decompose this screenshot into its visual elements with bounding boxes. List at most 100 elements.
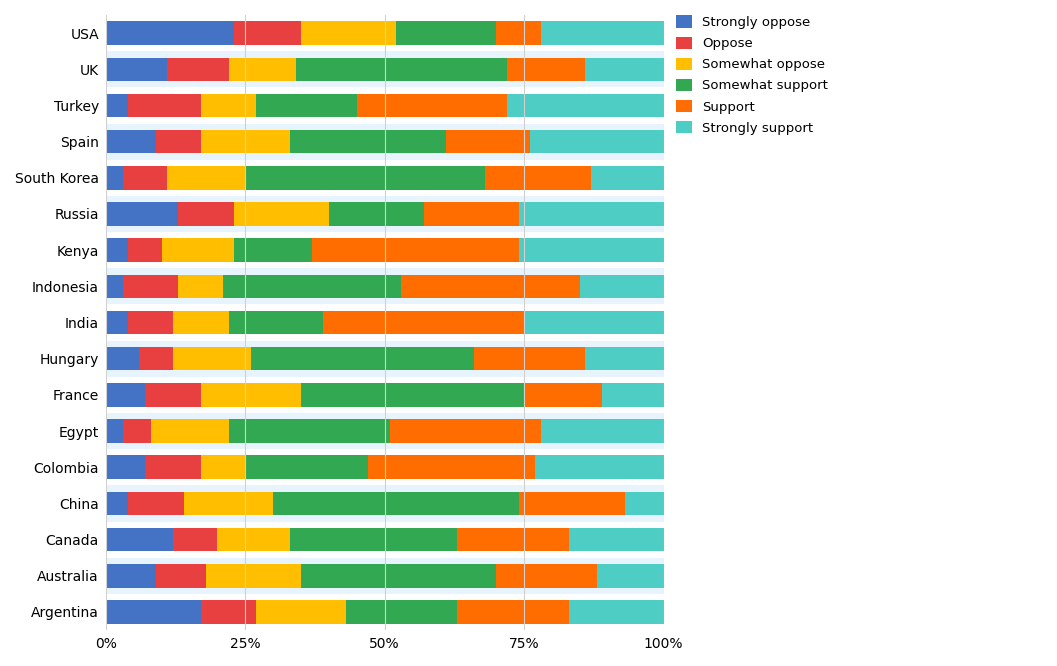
Bar [184,492,273,515]
Bar [173,347,251,370]
Bar [201,383,301,407]
Bar [128,238,162,262]
Bar [235,21,301,45]
Bar [145,383,201,407]
Bar [257,600,346,624]
Bar [586,347,664,370]
Bar [569,600,664,624]
Bar [123,274,179,298]
Bar [245,456,368,479]
Bar [273,492,519,515]
Bar [497,564,596,587]
Bar [519,202,664,226]
Bar [474,347,586,370]
Bar [206,564,301,587]
Bar [519,238,664,262]
Bar [446,130,530,153]
Bar [251,347,474,370]
Bar [156,130,201,153]
Bar [106,486,664,521]
Bar [245,166,485,190]
Bar [106,600,201,624]
Bar [106,347,140,370]
Bar [201,600,257,624]
Bar [106,492,128,515]
Legend: Strongly oppose, Oppose, Somewhat oppose, Somewhat support, Support, Strongly su: Strongly oppose, Oppose, Somewhat oppose… [675,15,828,135]
Bar [424,202,519,226]
Bar [106,268,664,304]
Bar [123,420,150,443]
Bar [179,202,235,226]
Bar [145,456,201,479]
Bar [106,557,664,594]
Bar [541,420,664,443]
Bar [569,528,664,551]
Bar [167,57,228,81]
Bar [106,51,664,87]
Bar [257,94,357,117]
Bar [458,528,569,551]
Bar [329,202,424,226]
Bar [323,311,524,334]
Bar [235,238,312,262]
Bar [173,311,228,334]
Bar [497,21,541,45]
Bar [524,311,664,334]
Bar [301,21,396,45]
Bar [218,528,290,551]
Bar [580,274,664,298]
Bar [128,311,173,334]
Bar [357,94,507,117]
Bar [235,202,329,226]
Bar [368,456,535,479]
Bar [156,564,206,587]
Bar [390,420,541,443]
Bar [179,274,223,298]
Bar [106,456,145,479]
Bar [173,528,218,551]
Bar [458,600,569,624]
Bar [162,238,235,262]
Bar [106,21,235,45]
Bar [106,238,128,262]
Bar [290,130,446,153]
Bar [106,340,664,377]
Bar [591,166,664,190]
Bar [402,274,580,298]
Bar [346,600,458,624]
Bar [106,57,167,81]
Bar [106,528,173,551]
Bar [596,564,664,587]
Bar [296,57,507,81]
Bar [128,94,201,117]
Bar [507,94,664,117]
Bar [223,274,402,298]
Bar [530,130,664,153]
Bar [485,166,591,190]
Bar [201,130,290,153]
Bar [396,21,497,45]
Bar [106,202,179,226]
Bar [106,413,664,449]
Bar [106,94,128,117]
Bar [602,383,664,407]
Bar [106,123,664,160]
Bar [625,492,664,515]
Bar [123,166,167,190]
Bar [535,456,664,479]
Bar [201,456,245,479]
Bar [106,196,664,232]
Bar [106,130,156,153]
Bar [228,57,296,81]
Bar [290,528,458,551]
Bar [201,94,257,117]
Bar [106,383,145,407]
Bar [519,492,625,515]
Bar [106,420,123,443]
Bar [312,238,519,262]
Bar [106,564,156,587]
Bar [106,166,123,190]
Bar [301,383,524,407]
Bar [140,347,173,370]
Bar [128,492,184,515]
